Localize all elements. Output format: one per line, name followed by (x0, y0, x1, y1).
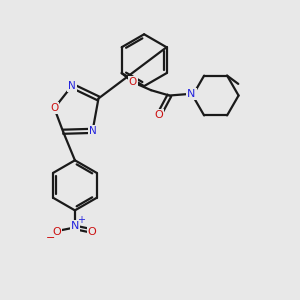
Text: N: N (68, 81, 76, 91)
Text: O: O (52, 227, 61, 237)
Text: N: N (89, 126, 97, 136)
Text: +: + (77, 215, 86, 225)
Text: O: O (50, 103, 58, 113)
Text: O: O (154, 110, 163, 120)
Text: O: O (129, 77, 137, 87)
Text: N: N (187, 89, 196, 99)
Text: −: − (46, 233, 55, 243)
Text: O: O (88, 227, 96, 237)
Text: N: N (71, 221, 79, 231)
